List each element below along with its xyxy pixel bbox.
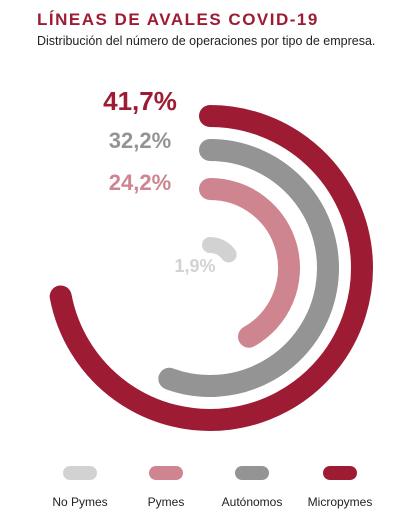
legend-label-micropymes: Micropymes — [308, 495, 373, 509]
legend-label-autonomos: Autónomos — [222, 495, 283, 509]
legend-swatch-micropymes — [323, 466, 357, 480]
arc-autonomos — [158, 139, 339, 397]
chart-legend: No Pymes Pymes Autónomos Micropymes — [52, 466, 372, 509]
legend-swatch-autonomos — [235, 466, 269, 480]
chart-value-labels: 41,7% 32,2% 24,2% 1,9% — [103, 86, 215, 276]
value-label-micropymes: 41,7% — [103, 86, 177, 116]
legend-label-no-pymes: No Pymes — [52, 495, 107, 509]
value-label-pymes: 24,2% — [109, 170, 171, 195]
legend-swatch-no-pymes — [63, 466, 97, 480]
arc-micropymes — [49, 105, 373, 431]
arc-pymes — [199, 178, 300, 348]
chart-title: LÍNEAS DE AVALES COVID-19 — [37, 10, 319, 29]
value-label-autonomos: 32,2% — [109, 128, 171, 153]
legend-label-pymes: Pymes — [148, 495, 185, 509]
chart-subtitle: Distribución del número de operaciones p… — [37, 34, 376, 48]
chart-arcs — [49, 105, 373, 431]
arc-no-pymes — [202, 237, 237, 263]
legend-swatch-pymes — [149, 466, 183, 480]
value-label-no-pymes: 1,9% — [174, 256, 215, 276]
